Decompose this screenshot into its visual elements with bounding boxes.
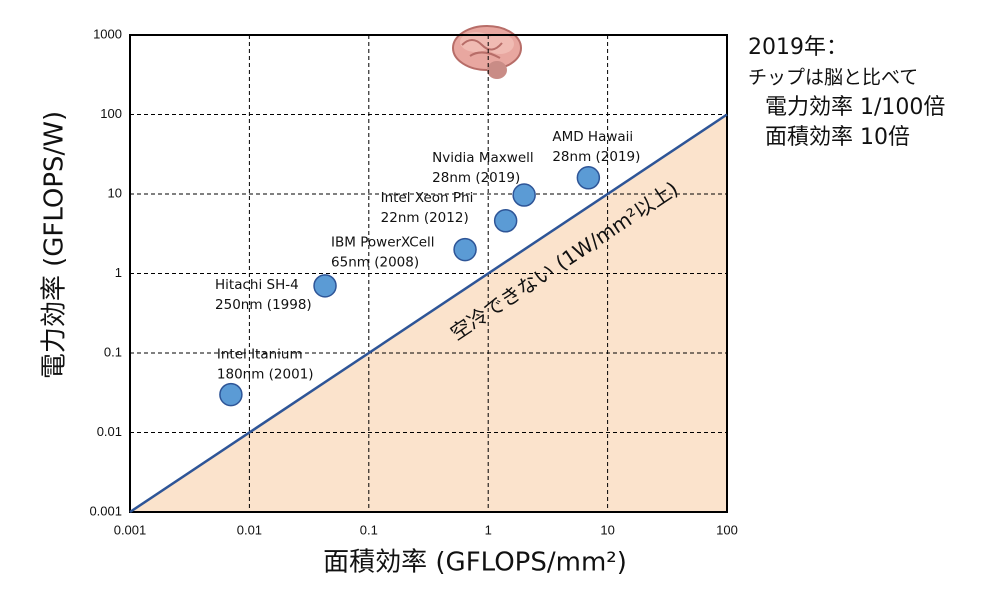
y-tick-label: 0.01 xyxy=(97,424,122,439)
data-point xyxy=(512,183,536,207)
y-axis-label: 電力効率 (GFLOPS/W) xyxy=(40,111,70,379)
point-label: Intel Xeon Phi xyxy=(381,190,474,206)
point-detail: 250nm (1998) xyxy=(215,297,312,313)
y-tick-label: 0.001 xyxy=(89,503,122,518)
y-tick-label: 1000 xyxy=(93,26,122,41)
y-tick-label: 100 xyxy=(100,106,122,121)
point-detail: 22nm (2012) xyxy=(381,210,469,226)
annotation: チップは脳と比べて xyxy=(748,67,918,89)
x-tick-label: 0.001 xyxy=(114,522,147,537)
point-detail: 65nm (2008) xyxy=(331,255,419,271)
point-label: Hitachi SH-4 xyxy=(215,277,299,293)
x-axis-label: 面積効率 (GFLOPS/mm²) xyxy=(323,548,627,578)
plot-frame xyxy=(129,34,728,513)
point-label: Nvidia Maxwell xyxy=(432,150,533,166)
data-point xyxy=(493,209,518,233)
y-tick-label: 0.1 xyxy=(104,344,122,359)
x-tick-label: 10 xyxy=(600,522,614,537)
data-point xyxy=(219,382,243,407)
point-detail: 180nm (2001) xyxy=(217,367,314,383)
point-label: IBM PowerXCell xyxy=(331,235,435,251)
data-point xyxy=(313,274,337,298)
y-tick-label: 10 xyxy=(108,185,122,200)
data-point xyxy=(576,166,601,190)
point-detail: 28nm (2019) xyxy=(432,170,520,186)
brain-icon xyxy=(452,25,522,79)
point-label: Intel Itanium xyxy=(217,347,303,363)
annotation: 面積効率 10倍 xyxy=(765,125,910,150)
data-point xyxy=(453,237,477,262)
x-tick-label: 0.1 xyxy=(360,522,378,537)
x-tick-label: 0.01 xyxy=(237,522,262,537)
x-tick-label: 100 xyxy=(716,522,738,537)
annotation: 2019年： xyxy=(748,35,848,60)
annotation: 電力効率 1/100倍 xyxy=(765,95,945,120)
y-tick-label: 1 xyxy=(115,265,122,280)
point-detail: 28nm (2019) xyxy=(552,149,640,165)
x-tick-label: 1 xyxy=(485,522,492,537)
point-label: AMD Hawaii xyxy=(552,129,633,145)
boundary-line xyxy=(129,113,728,514)
